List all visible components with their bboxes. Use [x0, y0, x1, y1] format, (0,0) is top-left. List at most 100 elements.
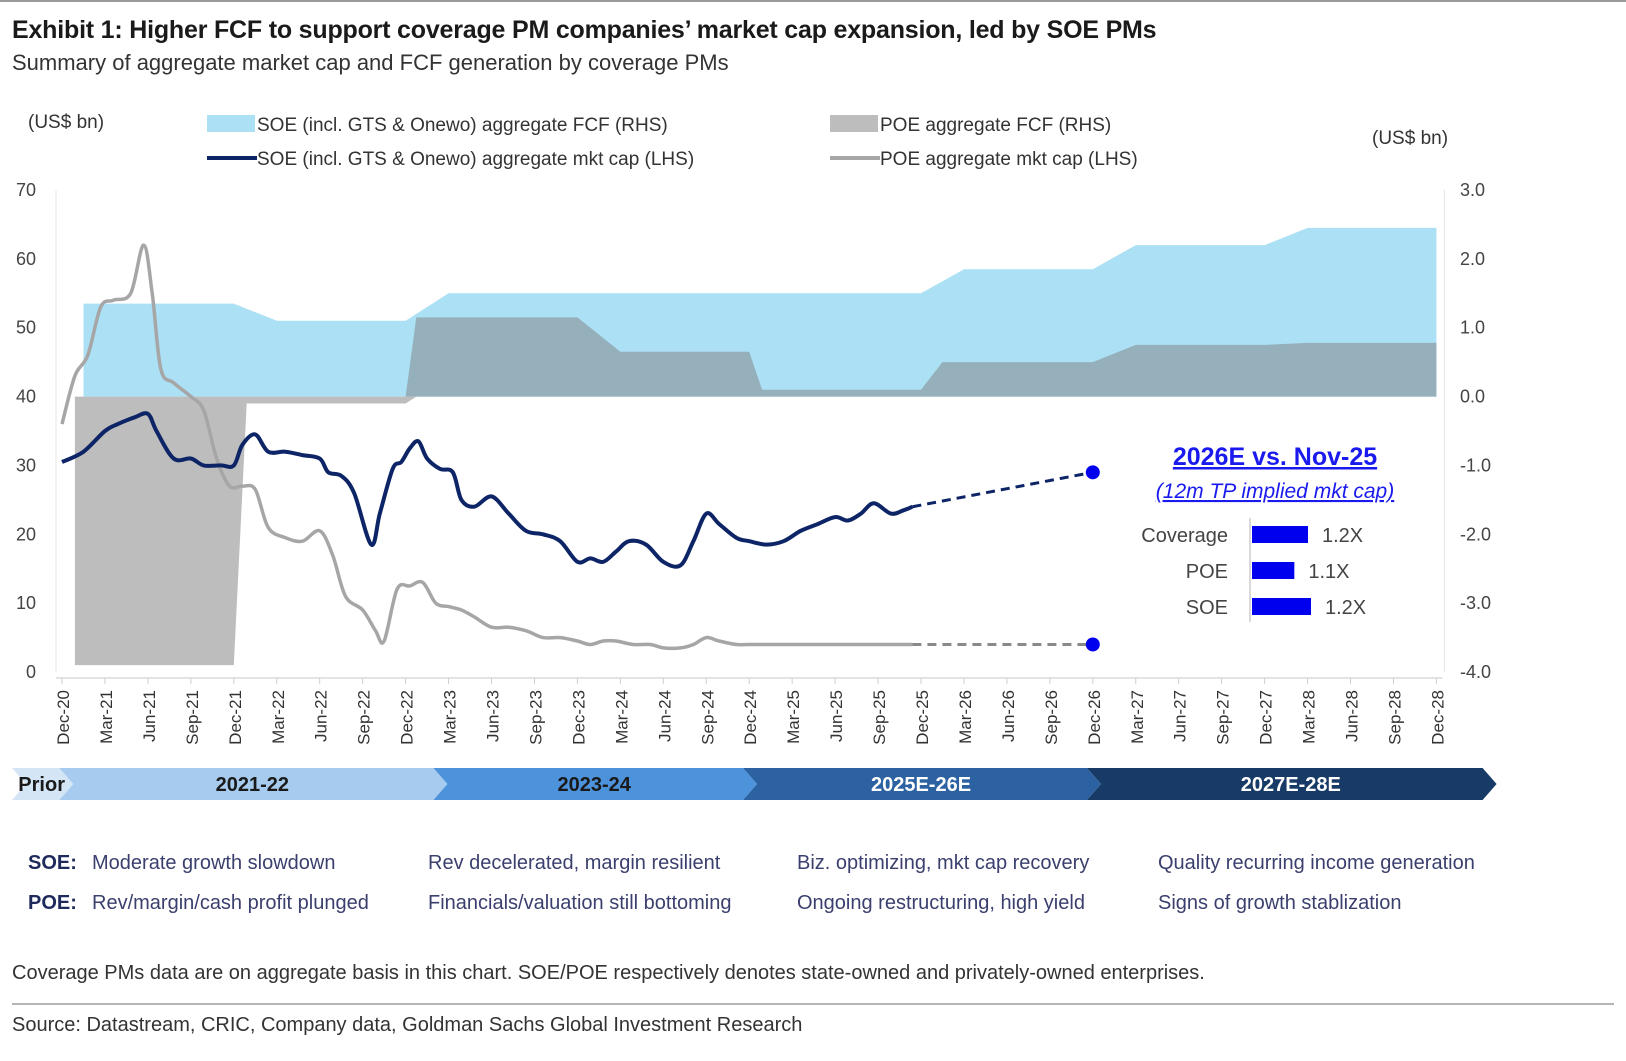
x-tick-label: Jun-21 — [140, 690, 159, 742]
phase-label: 2025E-26E — [871, 774, 971, 796]
x-tick-label: Sep-26 — [1042, 690, 1061, 745]
right-tick-label: -3.0 — [1460, 593, 1491, 613]
footnote: Coverage PMs data are on aggregate basis… — [12, 962, 1205, 984]
left-tick-label: 70 — [16, 180, 36, 200]
right-tick-label: -1.0 — [1460, 455, 1491, 475]
right-tick-label: 3.0 — [1460, 180, 1485, 200]
legend-label-3: POE aggregate mkt cap (LHS) — [880, 149, 1138, 170]
x-tick-label: Jun-28 — [1343, 690, 1362, 742]
x-tick-label: Mar-22 — [269, 690, 288, 744]
phase-label: 2027E-28E — [1241, 774, 1341, 796]
x-tick-label: Mar-26 — [956, 690, 975, 744]
right-axis-unit-label: (US$ bn) — [1372, 128, 1448, 149]
x-tick-label: Dec-25 — [913, 690, 932, 745]
annotation-bar-label: Coverage — [1141, 525, 1228, 547]
right-tick-label: -4.0 — [1460, 662, 1491, 682]
legend: SOE (incl. GTS & Onewo) aggregate FCF (R… — [207, 115, 1138, 170]
x-tick-label: Jun-25 — [827, 690, 846, 742]
soe-target-dot — [1085, 465, 1100, 480]
x-tick-label: Mar-28 — [1300, 690, 1319, 744]
phase-segment-Prior — [12, 768, 74, 800]
phase-arrow-bar: Prior 2021-22 2023-24 2025E-26E 2027E-28E — [12, 768, 1497, 800]
left-tick-label: 50 — [16, 318, 36, 338]
legend-label-0: SOE (incl. GTS & Onewo) aggregate FCF (R… — [257, 115, 668, 136]
poe-desc-2023-24: Financials/valuation still bottoming — [428, 892, 732, 914]
phase-label: Prior — [18, 774, 65, 796]
axes: 70 60 50 40 30 20 10 0 3.0 2.0 1.0 0.0 -1.0 -2.0 -3.0 -… — [16, 180, 1491, 745]
soe-desc-2023-24: Rev decelerated, margin resilient — [428, 852, 721, 874]
right-tick-label: 1.0 — [1460, 318, 1485, 338]
x-tick-label: Sep-21 — [183, 690, 202, 745]
soe-desc-2021-22: Moderate growth slowdown — [92, 852, 336, 874]
x-tick-label: Jun-27 — [1171, 690, 1190, 742]
x-tick-label: Sep-23 — [526, 690, 545, 745]
annotation-box: 2026E vs. Nov-25 (12m TP implied mkt cap)… — [1141, 443, 1394, 622]
poe-desc-2027-28: Signs of growth stablization — [1158, 892, 1402, 914]
right-tick-label: 2.0 — [1460, 249, 1485, 269]
legend-swatch-1 — [830, 115, 878, 132]
source-note: Source: Datastream, CRIC, Company data, … — [12, 1014, 803, 1036]
x-tick-label: Dec-20 — [54, 690, 73, 745]
x-tick-label: Dec-26 — [1085, 690, 1104, 745]
x-tick-label: Dec-27 — [1257, 690, 1276, 745]
mktcap-lines — [60, 243, 1100, 652]
x-tick-label: Jun-24 — [655, 690, 674, 742]
annotation-bar — [1252, 526, 1308, 543]
left-tick-label: 0 — [26, 662, 36, 682]
annotation-title: 2026E vs. Nov-25 — [1173, 443, 1377, 471]
soe-mktcap-line — [61, 411, 914, 569]
fcf-areas — [62, 227, 1437, 666]
x-tick-label: Jun-23 — [484, 690, 503, 742]
annotation-subtitle: (12m TP implied mkt cap) — [1156, 480, 1394, 503]
legend-swatch-0 — [207, 115, 255, 132]
x-tick-label: Dec-23 — [569, 690, 588, 745]
exhibit-title: Exhibit 1: Higher FCF to support coverag… — [12, 16, 1157, 44]
right-tick-label: -2.0 — [1460, 524, 1491, 544]
soe-projection-line — [912, 470, 1094, 509]
phase-segment-2023-24 — [433, 768, 757, 800]
x-tick-label: Sep-22 — [355, 690, 374, 745]
x-tick-label: Mar-21 — [97, 690, 116, 744]
soe-desc-label: SOE: — [28, 852, 77, 874]
poe-fcf-area-negative — [74, 396, 1437, 666]
annotation-bar-value: 1.2X — [1322, 525, 1363, 547]
annotation-bar-value: 1.2X — [1325, 597, 1366, 619]
x-tick-label: Sep-24 — [698, 690, 717, 745]
phase-label: 2023-24 — [557, 774, 631, 796]
left-axis-unit-label: (US$ bn) — [28, 112, 104, 133]
poe-desc-label: POE: — [28, 892, 77, 914]
chart: SOE (incl. GTS & Onewo) aggregate FCF (R… — [12, 112, 1497, 800]
poe-fcf-area-positive — [74, 317, 1437, 397]
poe-desc-2025-26: Ongoing restructuring, high yield — [797, 892, 1085, 914]
annotation-bar-label: SOE — [1186, 597, 1228, 619]
phase-segment-2027E-28E — [1087, 768, 1497, 800]
x-tick-label: Jun-22 — [312, 690, 331, 742]
phase-segment-2025E-26E — [743, 768, 1101, 800]
x-tick-label: Dec-21 — [226, 690, 245, 745]
left-tick-label: 60 — [16, 249, 36, 269]
annotation-bar — [1252, 598, 1311, 615]
top-rule — [0, 0, 1626, 2]
left-tick-label: 10 — [16, 593, 36, 613]
soe-desc-2025-26: Biz. optimizing, mkt cap recovery — [797, 852, 1090, 874]
phase-label: 2021-22 — [216, 774, 289, 796]
x-tick-label: Mar-25 — [784, 690, 803, 744]
x-tick-label: Dec-22 — [398, 690, 417, 745]
x-tick-label: Jun-26 — [999, 690, 1018, 742]
soe-desc-2027-28: Quality recurring income generation — [1158, 852, 1475, 874]
phase-segment-2021-22 — [59, 768, 448, 800]
x-tick-label: Mar-27 — [1128, 690, 1147, 744]
left-tick-label: 30 — [16, 455, 36, 475]
right-tick-label: 0.0 — [1460, 387, 1485, 407]
x-tick-label: Mar-24 — [612, 690, 631, 744]
annotation-bar-value: 1.1X — [1308, 561, 1349, 583]
source-divider — [12, 1003, 1614, 1005]
left-tick-label: 40 — [16, 387, 36, 407]
legend-label-1: POE aggregate FCF (RHS) — [880, 115, 1111, 136]
x-tick-label: Dec-28 — [1428, 690, 1447, 745]
left-tick-label: 20 — [16, 524, 36, 544]
exhibit-subtitle: Summary of aggregate market cap and FCF … — [12, 50, 729, 75]
x-tick-label: Sep-25 — [870, 690, 889, 745]
legend-label-2: SOE (incl. GTS & Onewo) aggregate mkt ca… — [257, 149, 694, 170]
poe-mktcap-line — [60, 243, 913, 651]
